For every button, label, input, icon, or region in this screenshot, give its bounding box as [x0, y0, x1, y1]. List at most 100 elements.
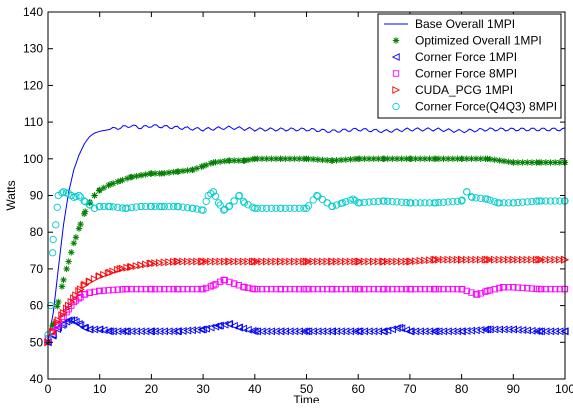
legend-swatch — [392, 37, 400, 44]
data-point — [449, 155, 457, 162]
data-point — [114, 265, 123, 274]
x-tick-label: 70 — [403, 382, 417, 396]
data-point — [388, 257, 397, 266]
data-point — [133, 285, 140, 293]
data-point — [361, 285, 368, 293]
series-line — [47, 124, 566, 343]
data-point — [411, 257, 420, 266]
data-point — [365, 198, 373, 206]
data-point — [151, 202, 159, 211]
data-point — [72, 234, 80, 241]
data-point — [249, 257, 257, 266]
legend-label: Base Overall 1MPI — [415, 17, 515, 31]
data-point — [486, 196, 494, 204]
data-point — [449, 255, 458, 264]
data-point — [156, 285, 163, 293]
data-point — [524, 285, 531, 292]
data-point — [75, 191, 83, 200]
data-point — [146, 259, 155, 268]
data-point — [206, 323, 215, 332]
data-point — [207, 257, 216, 266]
data-point — [137, 285, 145, 293]
data-point — [332, 327, 341, 336]
data-point — [328, 285, 336, 293]
legend: Base Overall 1MPI Optimized Overall 1MPI C… — [377, 13, 562, 119]
data-point — [132, 327, 141, 336]
data-point — [551, 159, 559, 166]
data-point — [486, 155, 494, 163]
data-point — [254, 285, 261, 293]
data-point — [183, 257, 192, 266]
data-point — [104, 202, 113, 211]
data-point — [207, 283, 215, 290]
data-point — [505, 284, 512, 291]
data-point — [290, 204, 299, 212]
data-point — [561, 285, 568, 293]
data-point — [220, 206, 228, 214]
data-point — [133, 172, 140, 180]
data-point — [142, 260, 150, 269]
data-point — [481, 255, 490, 264]
data-point — [155, 327, 164, 336]
data-point — [500, 157, 508, 165]
data-point — [444, 255, 453, 264]
data-point — [365, 257, 374, 266]
data-point — [128, 203, 136, 212]
data-point — [253, 257, 262, 266]
data-point — [504, 255, 513, 264]
data-point — [76, 285, 85, 294]
data-point — [477, 290, 484, 297]
data-point — [90, 275, 99, 283]
data-point — [198, 325, 207, 334]
data-point — [234, 323, 243, 332]
x-tick-label: 40 — [248, 382, 262, 396]
data-point — [407, 199, 415, 207]
data-point — [178, 326, 187, 335]
data-point — [500, 284, 508, 291]
data-point — [188, 204, 196, 212]
data-point — [128, 262, 136, 271]
data-point — [244, 284, 252, 292]
data-point — [267, 257, 276, 266]
data-point — [519, 284, 526, 292]
data-point — [104, 327, 113, 335]
data-point — [309, 327, 317, 336]
data-point — [495, 325, 503, 334]
data-point — [360, 327, 369, 336]
data-point — [290, 327, 299, 336]
data-point — [142, 171, 149, 178]
data-point — [244, 257, 253, 266]
data-point — [76, 321, 85, 329]
data-point — [262, 327, 271, 336]
axes: 0 10 20 30 40 50 60 70 80 90 100 40 50 60 70 80 90 100 110… — [23, 5, 573, 396]
data-point — [170, 168, 177, 176]
data-point — [226, 278, 233, 286]
data-point — [286, 257, 295, 266]
data-point — [342, 257, 350, 266]
data-point — [421, 199, 429, 207]
data-point — [509, 255, 518, 264]
data-point — [324, 285, 331, 293]
data-point — [295, 327, 303, 336]
data-point — [429, 327, 438, 336]
data-point — [91, 288, 98, 296]
legend-swatch — [392, 70, 400, 77]
data-point — [518, 198, 527, 206]
data-point — [58, 311, 67, 320]
data-point — [365, 285, 373, 293]
data-point — [375, 285, 382, 293]
data-point — [472, 255, 481, 264]
legend-item: Base Overall 1MPI — [384, 17, 515, 31]
data-point — [295, 204, 303, 212]
data-point — [96, 287, 103, 295]
data-point — [65, 301, 73, 310]
data-point — [332, 201, 341, 209]
y-tick-label: 60 — [30, 299, 44, 313]
data-point — [342, 285, 349, 293]
data-point — [416, 256, 425, 265]
data-point — [370, 257, 378, 266]
data-point — [114, 286, 121, 293]
y-axis-label: Watts — [4, 180, 18, 210]
data-point — [397, 198, 406, 206]
data-point — [53, 325, 61, 334]
